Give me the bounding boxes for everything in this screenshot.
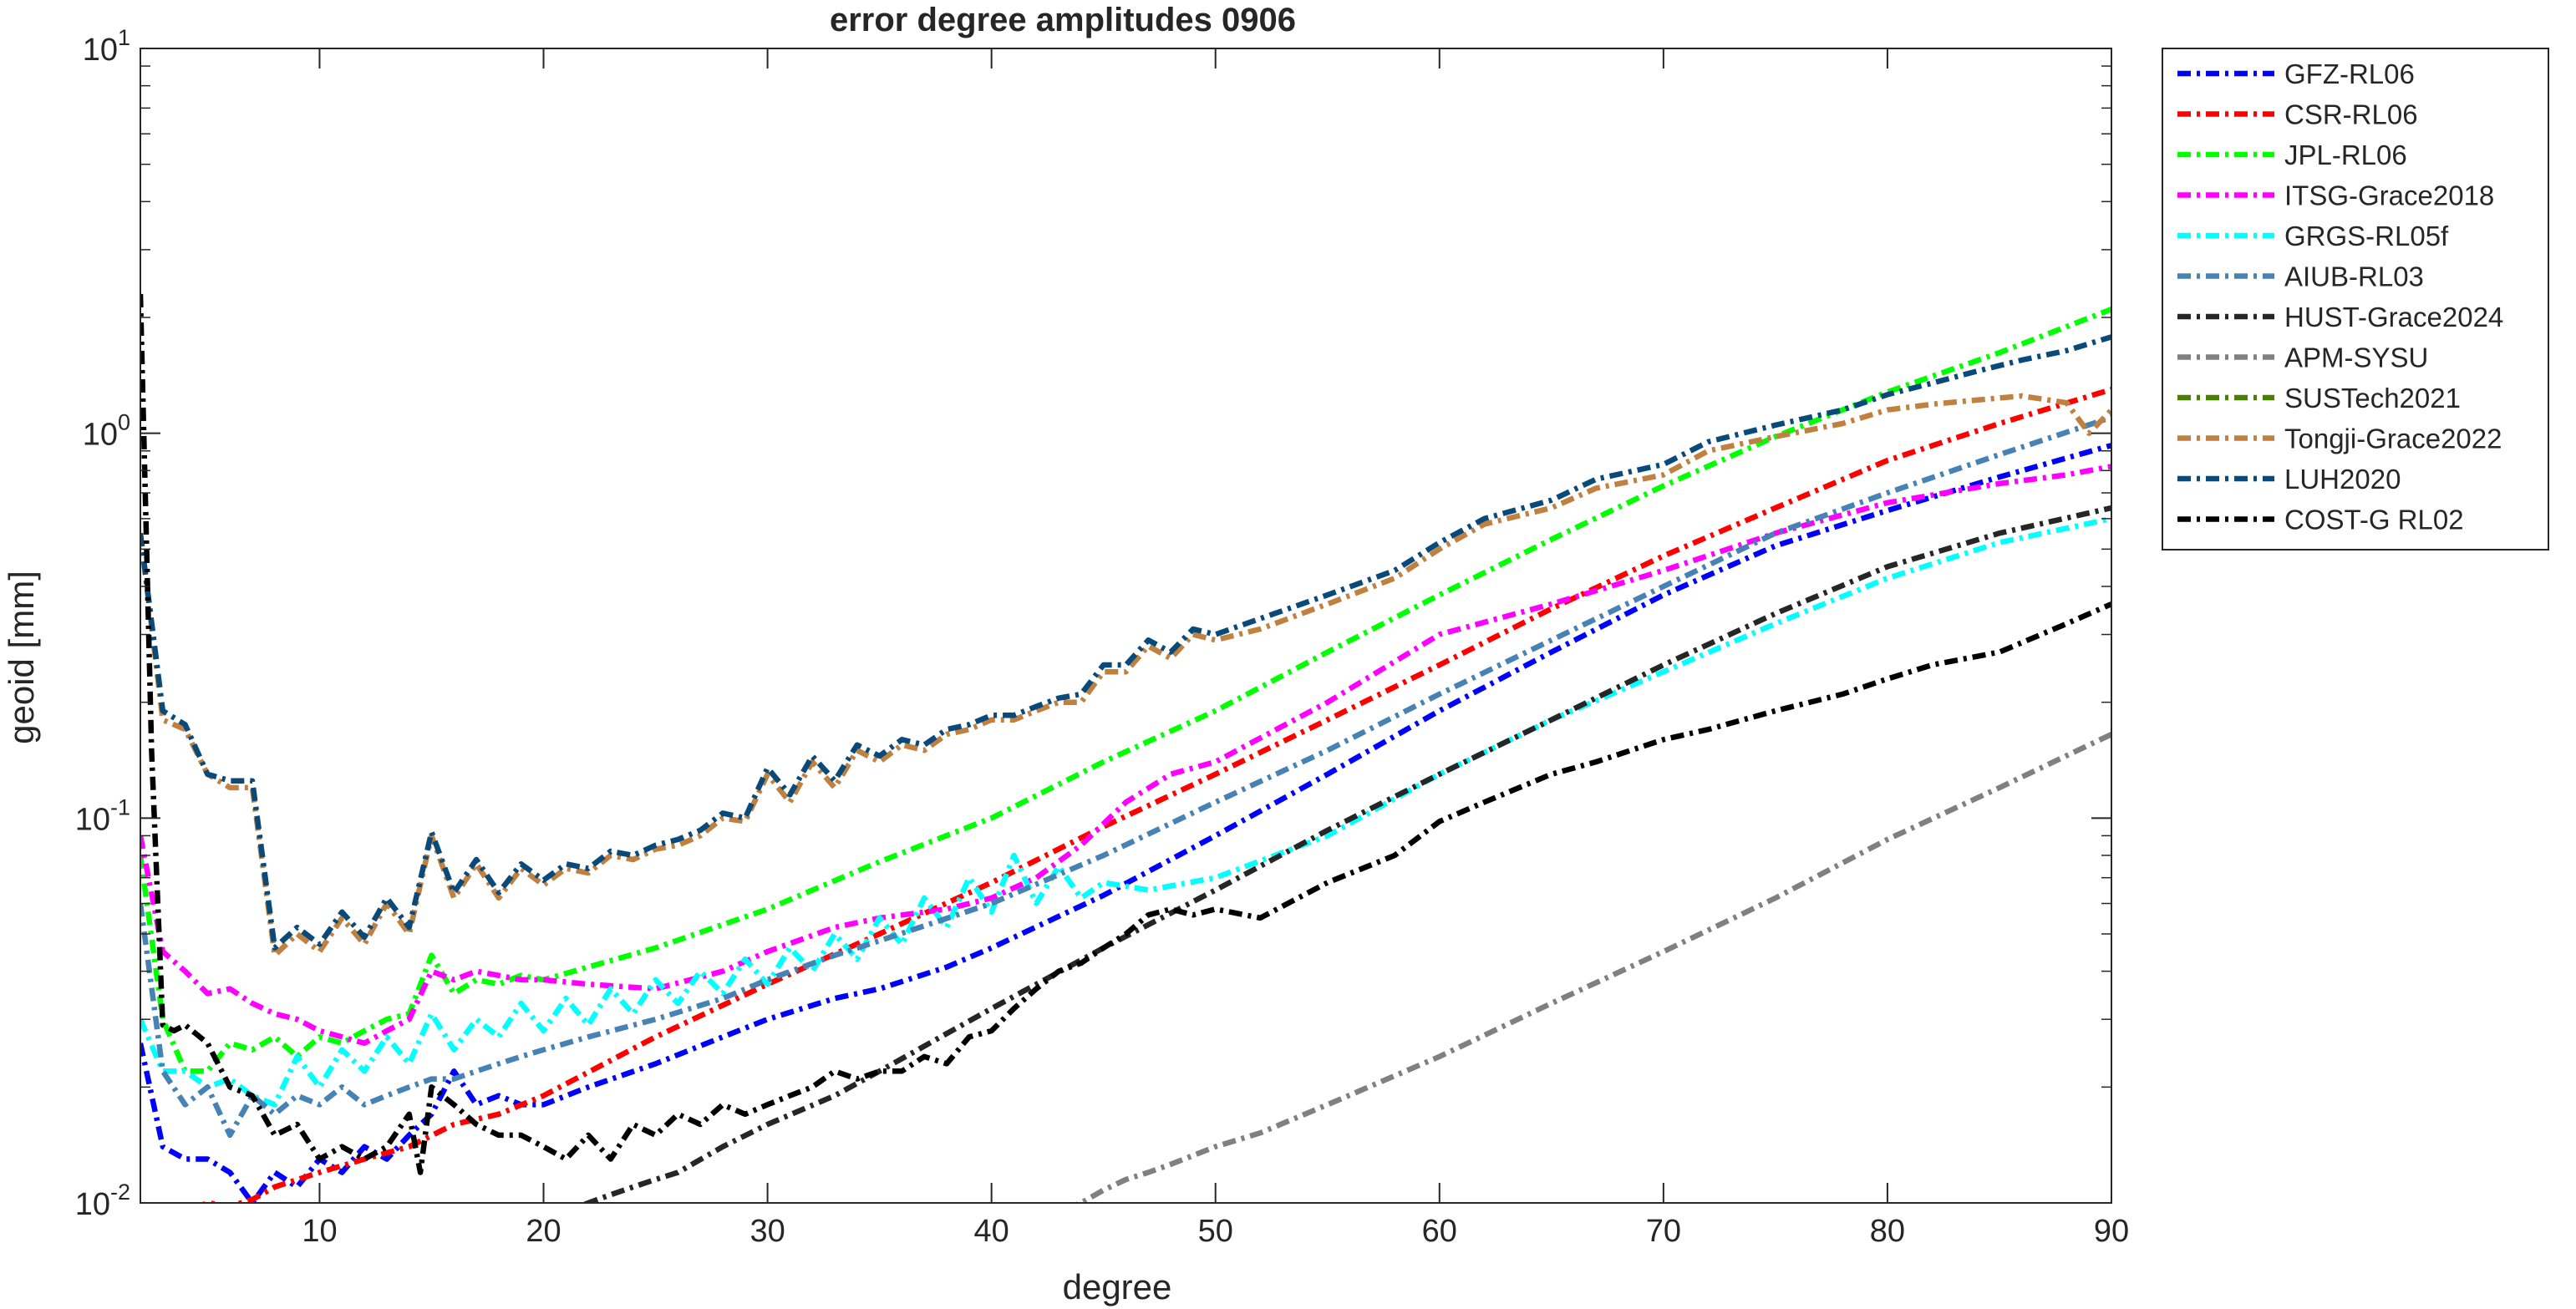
series-line-hust-grace2024 xyxy=(581,505,2111,1203)
y-tick-label: 10-1 xyxy=(75,794,130,837)
x-axis-title: degree xyxy=(1063,1267,1172,1306)
legend-label: LUH2020 xyxy=(2284,464,2401,495)
legend-label: GFZ-RL06 xyxy=(2284,58,2415,89)
y-tick-label: 101 xyxy=(83,25,130,68)
x-tick-label: 10 xyxy=(302,1214,337,1249)
x-tick-label: 90 xyxy=(2094,1214,2129,1249)
legend-label: CSR-RL06 xyxy=(2284,99,2418,130)
legend-label: JPL-RL06 xyxy=(2284,140,2407,170)
x-tick-label: 40 xyxy=(974,1214,1009,1249)
legend-label: HUST-Grace2024 xyxy=(2284,302,2503,332)
series-line-tongji-grace2022 xyxy=(140,393,2111,958)
legend-label: GRGS-RL05f xyxy=(2284,221,2449,251)
x-tick-label: 30 xyxy=(749,1214,785,1249)
legend: GFZ-RL06 CSR-RL06 JPL-RL06 ITSG-Grace2018 GR… xyxy=(2162,48,2549,550)
legend-label: Tongji-Grace2022 xyxy=(2284,424,2502,454)
x-tick-label: 60 xyxy=(1422,1214,1457,1249)
chart-title: error degree amplitudes 0906 xyxy=(830,2,1296,38)
series-line-cost-g-rl02 xyxy=(140,293,2111,1175)
legend-box xyxy=(2162,48,2549,550)
series-line-csr-rl06 xyxy=(200,387,2111,1203)
y-tick-label: 10-2 xyxy=(75,1180,130,1222)
y-axis-title: geoid [mm] xyxy=(2,571,41,744)
y-tick-label: 100 xyxy=(83,410,130,453)
series-line-luh2020 xyxy=(140,334,2111,951)
axes: 10 20 30 40 50 60 70 80 90 101 100 10-1 10-2 xyxy=(75,25,2129,1249)
x-tick-label: 50 xyxy=(1198,1214,1233,1249)
legend-label: SUSTech2021 xyxy=(2284,383,2461,414)
legend-label: COST-G RL02 xyxy=(2284,505,2464,535)
x-tick-label: 70 xyxy=(1646,1214,1681,1249)
x-tick-label: 80 xyxy=(1870,1214,1905,1249)
legend-label: APM-SYSU xyxy=(2284,342,2428,373)
plot-lines xyxy=(140,293,2111,1203)
series-line-grgs-rl05f xyxy=(140,515,2111,1108)
series-line-gfz-rl06 xyxy=(140,443,2111,1203)
series-line-aiub-rl03 xyxy=(140,414,2111,1139)
legend-label: AIUB-RL03 xyxy=(2284,261,2424,292)
series-line-apm-sysu xyxy=(1073,732,2111,1203)
series-line-jpl-rl06 xyxy=(140,307,2111,1074)
x-tick-label: 20 xyxy=(526,1214,561,1249)
series-line-itsg-grace2018 xyxy=(140,464,2111,1047)
legend-label: ITSG-Grace2018 xyxy=(2284,180,2494,211)
axes-box xyxy=(140,48,2112,1204)
